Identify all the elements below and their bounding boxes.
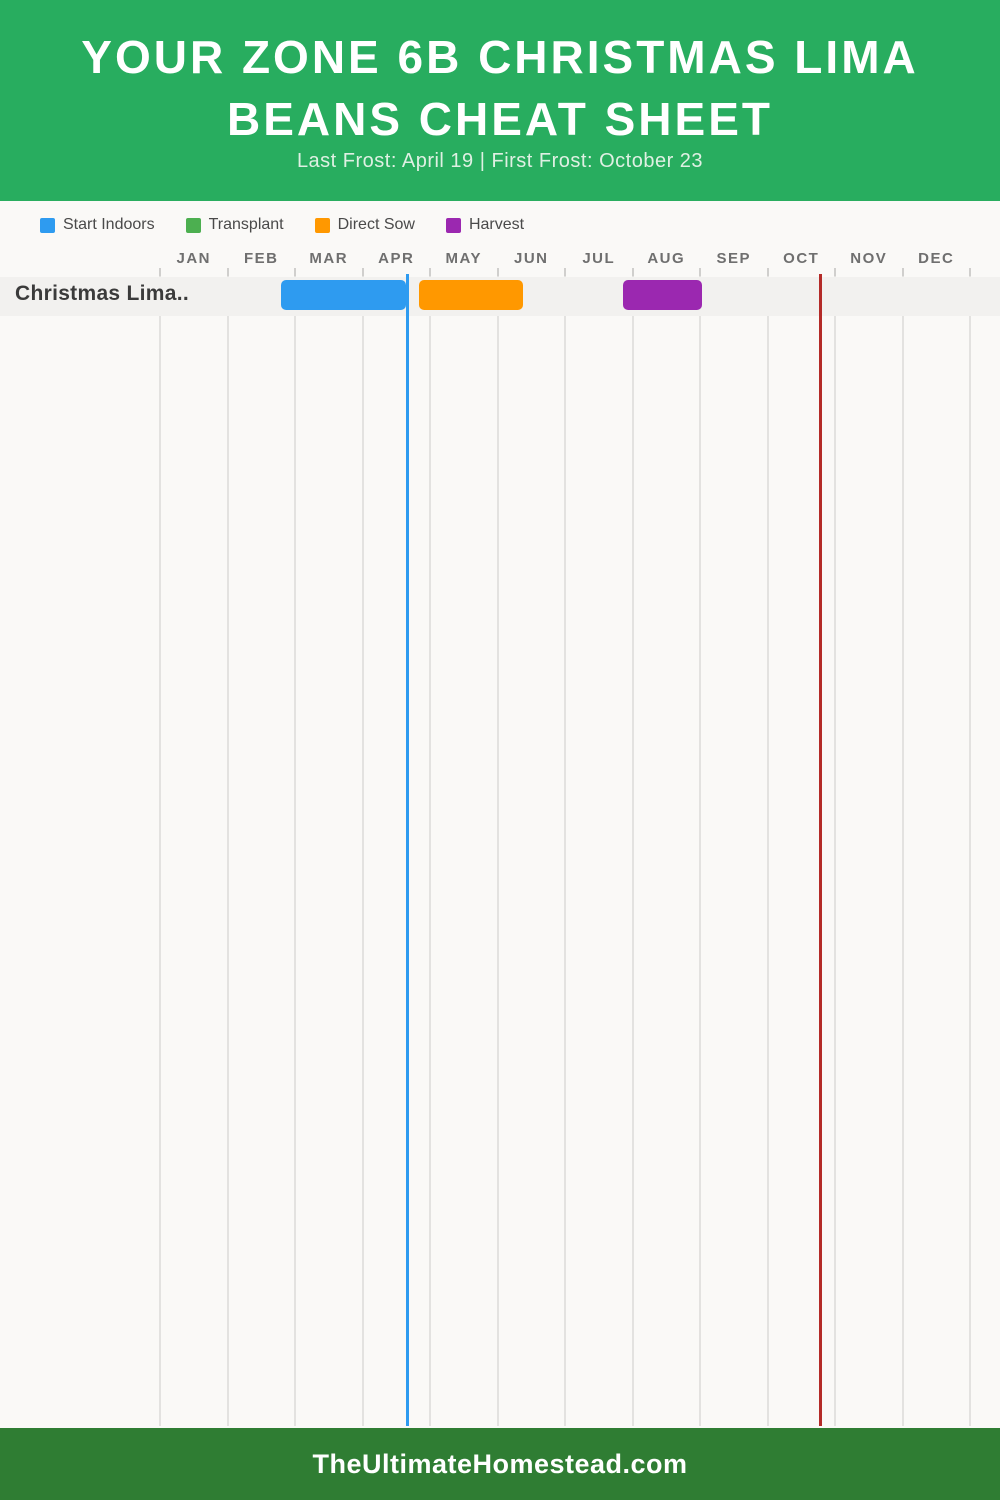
- month-tick: [496, 268, 499, 276]
- month-label-mar: MAR: [309, 250, 349, 267]
- month-tick: [699, 268, 701, 276]
- month-tick: [159, 268, 161, 276]
- month-tick: [834, 268, 836, 276]
- month-gridline: [969, 268, 971, 1426]
- month-gridline: [766, 268, 769, 1426]
- month-label-apr: APR: [378, 250, 415, 267]
- website-url: TheUltimateHomestead.com: [312, 1448, 688, 1479]
- first-frost-line: [818, 274, 822, 1426]
- title-line-2: BEANS CHEAT SHEET: [227, 93, 773, 145]
- legend-swatch-harvest: [445, 217, 461, 233]
- month-gridline: [226, 268, 229, 1426]
- month-gridline: [159, 268, 161, 1426]
- last-frost-line: [405, 274, 409, 1426]
- month-label-jun: JUN: [513, 250, 549, 267]
- page-title: YOUR ZONE 6B CHRISTMAS LIMA BEANS CHEAT …: [0, 26, 1000, 150]
- legend-item-transplant: Transplant: [185, 216, 284, 234]
- footer-banner: TheUltimateHomestead.com: [0, 1428, 1000, 1500]
- legend-swatch-direct-sow: [314, 217, 330, 233]
- month-gridline: [294, 268, 296, 1426]
- month-gridline: [834, 268, 836, 1426]
- month-gridline: [631, 268, 634, 1426]
- month-tick: [361, 268, 364, 276]
- legend-label-direct-sow: Direct Sow: [337, 216, 415, 233]
- month-label-nov: NOV: [850, 250, 888, 267]
- legend-label-start-indoors: Start Indoors: [63, 216, 155, 233]
- month-label-jul: JUL: [582, 250, 616, 267]
- month-label-aug: AUG: [647, 250, 686, 267]
- frost-dates-subtitle: Last Frost: April 19 | First Frost: Octo…: [296, 150, 704, 172]
- month-tick: [564, 268, 566, 276]
- month-label-feb: FEB: [244, 250, 279, 267]
- month-tick: [294, 268, 296, 276]
- legend-item-start-indoors: Start Indoors: [40, 216, 155, 234]
- month-tick: [901, 268, 904, 276]
- legend-label-transplant: Transplant: [208, 216, 284, 233]
- month-tick: [226, 268, 229, 276]
- month-label-dec: DEC: [918, 250, 955, 267]
- bar-start-indoors: [280, 280, 406, 310]
- month-gridline: [361, 268, 364, 1426]
- legend: Start Indoors Transplant Direct Sow Harvest: [40, 216, 524, 234]
- month-label-sep: SEP: [716, 250, 751, 267]
- month-gridline: [496, 268, 499, 1426]
- legend-label-harvest: Harvest: [468, 216, 525, 233]
- month-gridline: [564, 268, 566, 1426]
- header-banner: YOUR ZONE 6B CHRISTMAS LIMA BEANS CHEAT …: [0, 0, 1000, 201]
- month-tick: [969, 268, 971, 276]
- title-line-1: YOUR ZONE 6B CHRISTMAS LIMA: [81, 31, 919, 83]
- legend-swatch-transplant: [185, 217, 201, 233]
- month-tick: [631, 268, 634, 276]
- month-tick: [766, 268, 769, 276]
- month-gridline: [699, 268, 701, 1426]
- legend-swatch-start-indoors: [40, 217, 55, 233]
- bar-direct-sow: [419, 280, 524, 310]
- month-label-jan: JAN: [176, 250, 211, 267]
- month-label-oct: OCT: [783, 250, 820, 267]
- bar-harvest: [623, 280, 703, 310]
- legend-item-direct-sow: Direct Sow: [314, 216, 415, 234]
- legend-item-harvest: Harvest: [445, 216, 525, 234]
- month-gridline: [901, 268, 904, 1426]
- month-label-may: MAY: [445, 250, 482, 267]
- month-gridline: [429, 268, 431, 1426]
- crop-row-label: Christmas Lima..: [15, 282, 190, 305]
- month-tick: [429, 268, 431, 276]
